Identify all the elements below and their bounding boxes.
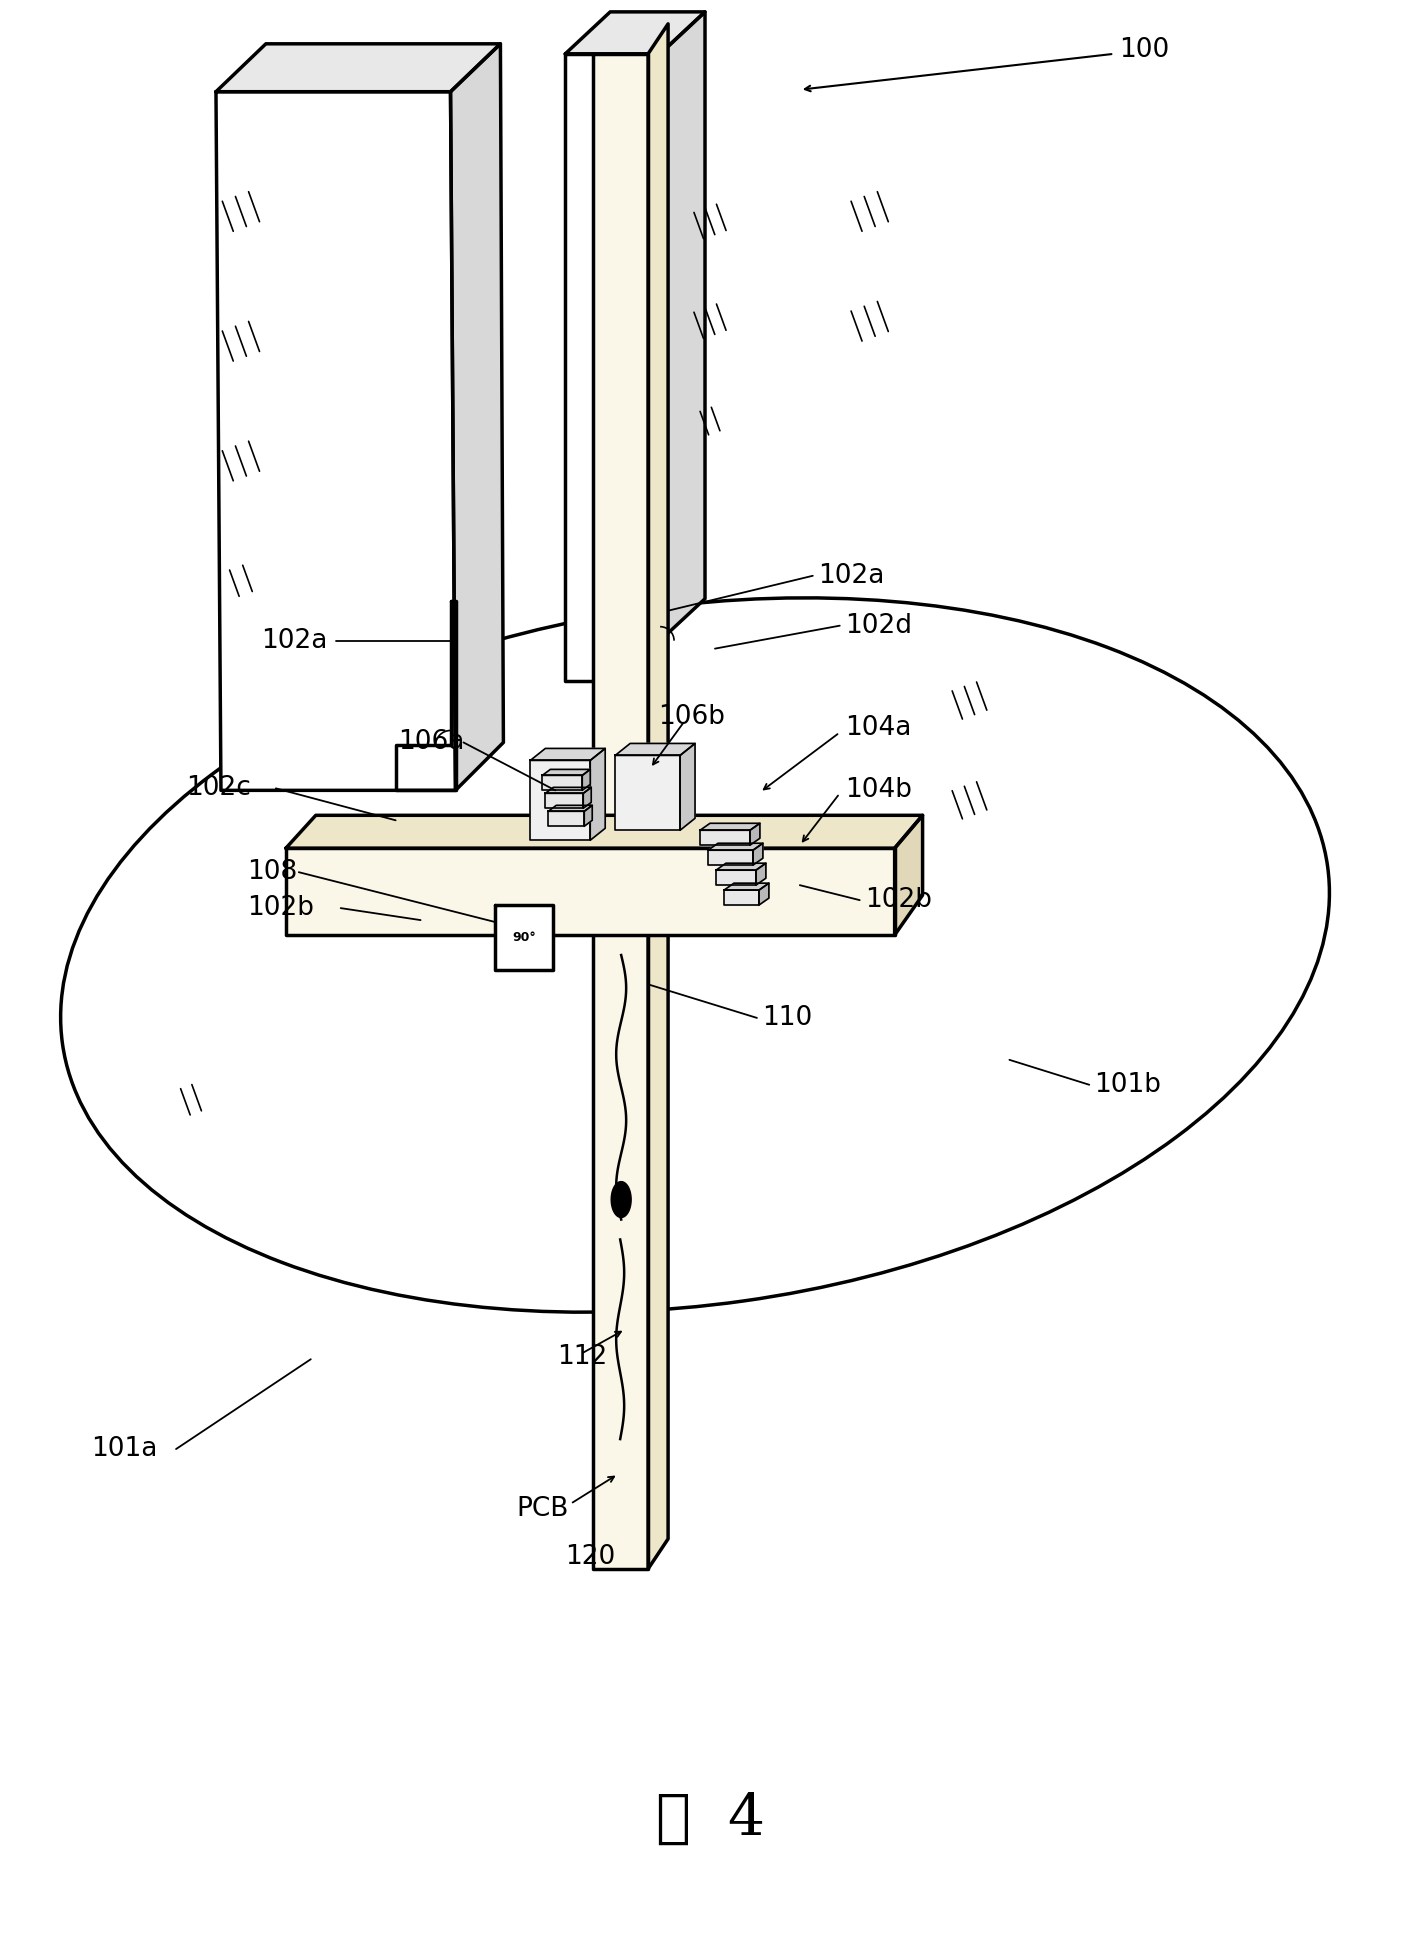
Polygon shape [700, 824, 759, 830]
Polygon shape [757, 863, 766, 886]
Polygon shape [593, 54, 648, 1569]
Text: 104b: 104b [845, 778, 912, 803]
Text: 106a: 106a [398, 729, 465, 756]
Polygon shape [616, 743, 695, 756]
Text: 102b: 102b [247, 896, 314, 921]
Text: 102d: 102d [845, 613, 912, 638]
Text: 108: 108 [247, 859, 297, 886]
Polygon shape [648, 23, 668, 1569]
Polygon shape [542, 776, 582, 791]
Polygon shape [530, 760, 590, 840]
Polygon shape [286, 847, 894, 935]
Polygon shape [724, 890, 759, 906]
Polygon shape [395, 601, 455, 791]
Text: 90°: 90° [512, 931, 536, 944]
Polygon shape [660, 12, 705, 640]
Polygon shape [700, 830, 749, 845]
Text: 100: 100 [1119, 37, 1169, 62]
Text: 120: 120 [565, 1543, 616, 1571]
Polygon shape [286, 814, 923, 847]
Text: 101b: 101b [1095, 1072, 1162, 1097]
Polygon shape [530, 748, 606, 760]
Polygon shape [542, 770, 590, 776]
Text: 104a: 104a [845, 715, 912, 741]
Text: 110: 110 [762, 1004, 812, 1032]
Polygon shape [680, 743, 695, 830]
Polygon shape [216, 91, 455, 791]
Polygon shape [894, 814, 923, 935]
Polygon shape [495, 906, 553, 970]
Polygon shape [708, 843, 762, 849]
Text: 102b: 102b [865, 888, 931, 913]
Polygon shape [752, 843, 762, 865]
Polygon shape [616, 756, 680, 830]
Polygon shape [717, 863, 766, 871]
Polygon shape [708, 849, 752, 865]
Polygon shape [549, 805, 592, 811]
Polygon shape [566, 54, 660, 681]
Polygon shape [724, 882, 769, 890]
Polygon shape [582, 770, 590, 791]
Polygon shape [216, 45, 501, 91]
Text: 101a: 101a [91, 1437, 158, 1462]
Polygon shape [549, 811, 584, 826]
Text: 102a: 102a [818, 562, 884, 589]
Polygon shape [749, 824, 759, 845]
Text: 112: 112 [557, 1344, 607, 1371]
Text: 106b: 106b [658, 704, 725, 731]
Polygon shape [584, 805, 592, 826]
Polygon shape [583, 787, 592, 809]
Polygon shape [451, 45, 503, 791]
Polygon shape [611, 1181, 631, 1218]
Text: 102a: 102a [260, 628, 327, 653]
Polygon shape [717, 871, 757, 886]
Polygon shape [566, 12, 705, 54]
Text: 102c: 102c [186, 776, 250, 801]
Text: PCB: PCB [516, 1497, 569, 1522]
Polygon shape [545, 793, 583, 809]
Polygon shape [759, 882, 769, 906]
Polygon shape [590, 748, 606, 840]
Polygon shape [545, 787, 592, 793]
Text: 图  4: 图 4 [657, 1790, 765, 1846]
